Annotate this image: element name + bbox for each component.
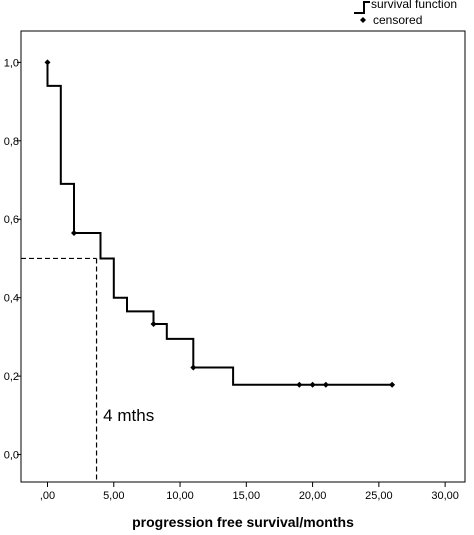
y-tick-label: 1,0 (4, 57, 19, 69)
legend: survival function censored (354, 0, 457, 27)
y-tick-label: 0,6 (4, 214, 19, 226)
plot-border (20, 30, 466, 483)
legend-label-censored: censored (373, 13, 422, 27)
censored-markers (44, 59, 396, 388)
censored-marker (322, 381, 329, 388)
plot-frame (20, 30, 466, 483)
x-axis-title: progression free survival/months (132, 514, 354, 530)
median-reference-lines (21, 257, 98, 482)
censored-marker (44, 59, 51, 66)
censored-marker (190, 364, 197, 371)
x-tick-label: 15,00 (233, 490, 261, 502)
x-tick-label: 20,00 (299, 490, 327, 502)
x-tick-label: 25,00 (365, 490, 393, 502)
y-axis-ticks: 0,0 0,2 0,4 0,6 0,8 1,0 (4, 57, 21, 462)
x-tick-label: 30,00 (431, 490, 459, 502)
y-tick-label: 0,2 (4, 371, 19, 383)
chart-annotations: 4 mths (103, 406, 154, 425)
censored-marker (71, 229, 78, 236)
legend-label-survival: survival function (371, 0, 457, 11)
x-tick-label: 10,00 (166, 490, 194, 502)
y-tick-label: 0,4 (4, 293, 19, 305)
survival-step-line (46, 62, 393, 386)
y-tick-label: 0,0 (4, 450, 19, 462)
median-annotation-label: 4 mths (103, 406, 154, 425)
censored-marker (150, 320, 157, 327)
censored-marker (309, 381, 316, 388)
y-tick-label: 0,8 (4, 136, 19, 148)
x-axis-ticks: ,00 5,00 10,00 15,00 20,00 25,00 30,00 (40, 482, 459, 502)
legend-censor-icon (360, 17, 366, 23)
censored-marker (296, 381, 303, 388)
legend-step-icon (354, 1, 370, 14)
censored-marker (389, 381, 396, 388)
x-tick-label: ,00 (40, 490, 55, 502)
x-tick-label: 5,00 (103, 490, 124, 502)
